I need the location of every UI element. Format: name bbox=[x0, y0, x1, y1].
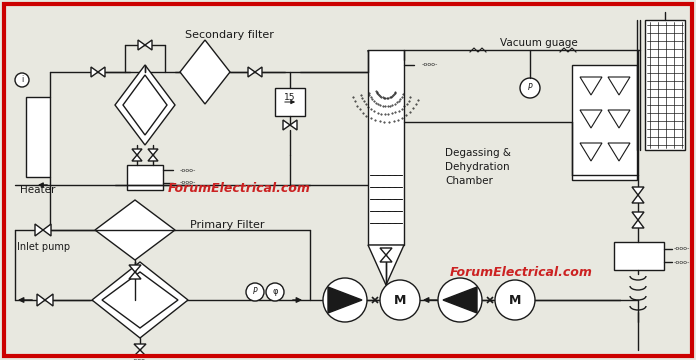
Polygon shape bbox=[632, 220, 644, 228]
Polygon shape bbox=[102, 272, 178, 328]
Text: ForumElectrical.com: ForumElectrical.com bbox=[168, 181, 311, 194]
Bar bbox=[614, 242, 664, 270]
Text: φ: φ bbox=[272, 288, 278, 297]
Polygon shape bbox=[248, 67, 255, 77]
Text: P: P bbox=[253, 288, 258, 297]
Polygon shape bbox=[91, 67, 98, 77]
Text: 15: 15 bbox=[284, 94, 296, 103]
Text: Dehydration: Dehydration bbox=[445, 162, 509, 172]
Polygon shape bbox=[115, 65, 175, 145]
Polygon shape bbox=[37, 294, 45, 306]
Polygon shape bbox=[95, 200, 175, 260]
Polygon shape bbox=[290, 120, 297, 130]
Polygon shape bbox=[443, 287, 477, 313]
Polygon shape bbox=[35, 224, 43, 236]
Polygon shape bbox=[98, 67, 105, 77]
Bar bbox=[275, 88, 305, 116]
Text: i: i bbox=[21, 76, 23, 85]
Text: Primary Filter: Primary Filter bbox=[190, 220, 264, 230]
Text: -ooo-: -ooo- bbox=[422, 63, 438, 68]
Polygon shape bbox=[608, 77, 630, 95]
Polygon shape bbox=[132, 149, 142, 155]
Polygon shape bbox=[632, 195, 644, 203]
Text: Secondary filter: Secondary filter bbox=[185, 30, 274, 40]
Text: M: M bbox=[394, 293, 406, 306]
Polygon shape bbox=[632, 187, 644, 195]
Circle shape bbox=[438, 278, 482, 322]
Polygon shape bbox=[132, 155, 142, 161]
Polygon shape bbox=[255, 67, 262, 77]
Polygon shape bbox=[134, 344, 146, 350]
Polygon shape bbox=[632, 212, 644, 220]
Polygon shape bbox=[380, 255, 392, 262]
Text: -ooo-: -ooo- bbox=[132, 357, 148, 360]
Bar bbox=[645, 20, 685, 150]
Text: M: M bbox=[509, 293, 521, 306]
Polygon shape bbox=[580, 110, 602, 128]
Polygon shape bbox=[580, 143, 602, 161]
Polygon shape bbox=[45, 294, 53, 306]
Polygon shape bbox=[138, 40, 145, 50]
Circle shape bbox=[266, 283, 284, 301]
Text: -ooo-: -ooo- bbox=[674, 260, 690, 265]
Bar bbox=[26, 97, 50, 177]
Polygon shape bbox=[283, 120, 290, 130]
Polygon shape bbox=[608, 110, 630, 128]
Polygon shape bbox=[129, 272, 141, 279]
Text: Inlet pump: Inlet pump bbox=[17, 242, 70, 252]
Polygon shape bbox=[148, 149, 158, 155]
Polygon shape bbox=[43, 224, 51, 236]
Text: Heater: Heater bbox=[20, 185, 56, 195]
Polygon shape bbox=[580, 77, 602, 95]
Polygon shape bbox=[129, 265, 141, 272]
Circle shape bbox=[520, 78, 540, 98]
Polygon shape bbox=[92, 262, 188, 338]
Text: Degassing &: Degassing & bbox=[445, 148, 511, 158]
Polygon shape bbox=[145, 40, 152, 50]
Polygon shape bbox=[123, 75, 167, 135]
Text: -ooo-: -ooo- bbox=[674, 247, 690, 252]
Bar bbox=[572, 65, 637, 180]
Bar bbox=[368, 50, 404, 245]
Polygon shape bbox=[380, 248, 392, 255]
Polygon shape bbox=[608, 143, 630, 161]
Text: P: P bbox=[528, 84, 532, 93]
Text: Vacuum guage: Vacuum guage bbox=[500, 38, 578, 48]
Text: Chamber: Chamber bbox=[445, 176, 493, 186]
Circle shape bbox=[380, 280, 420, 320]
Polygon shape bbox=[134, 350, 146, 356]
Circle shape bbox=[15, 73, 29, 87]
Text: -ooo-: -ooo- bbox=[180, 167, 196, 172]
Circle shape bbox=[323, 278, 367, 322]
Circle shape bbox=[495, 280, 535, 320]
Polygon shape bbox=[180, 40, 230, 104]
Text: -ooo-: -ooo- bbox=[180, 180, 196, 185]
Polygon shape bbox=[148, 155, 158, 161]
Circle shape bbox=[246, 283, 264, 301]
Polygon shape bbox=[328, 287, 362, 313]
Polygon shape bbox=[368, 245, 404, 285]
Bar bbox=[127, 165, 163, 190]
Text: ForumElectrical.com: ForumElectrical.com bbox=[450, 266, 593, 279]
